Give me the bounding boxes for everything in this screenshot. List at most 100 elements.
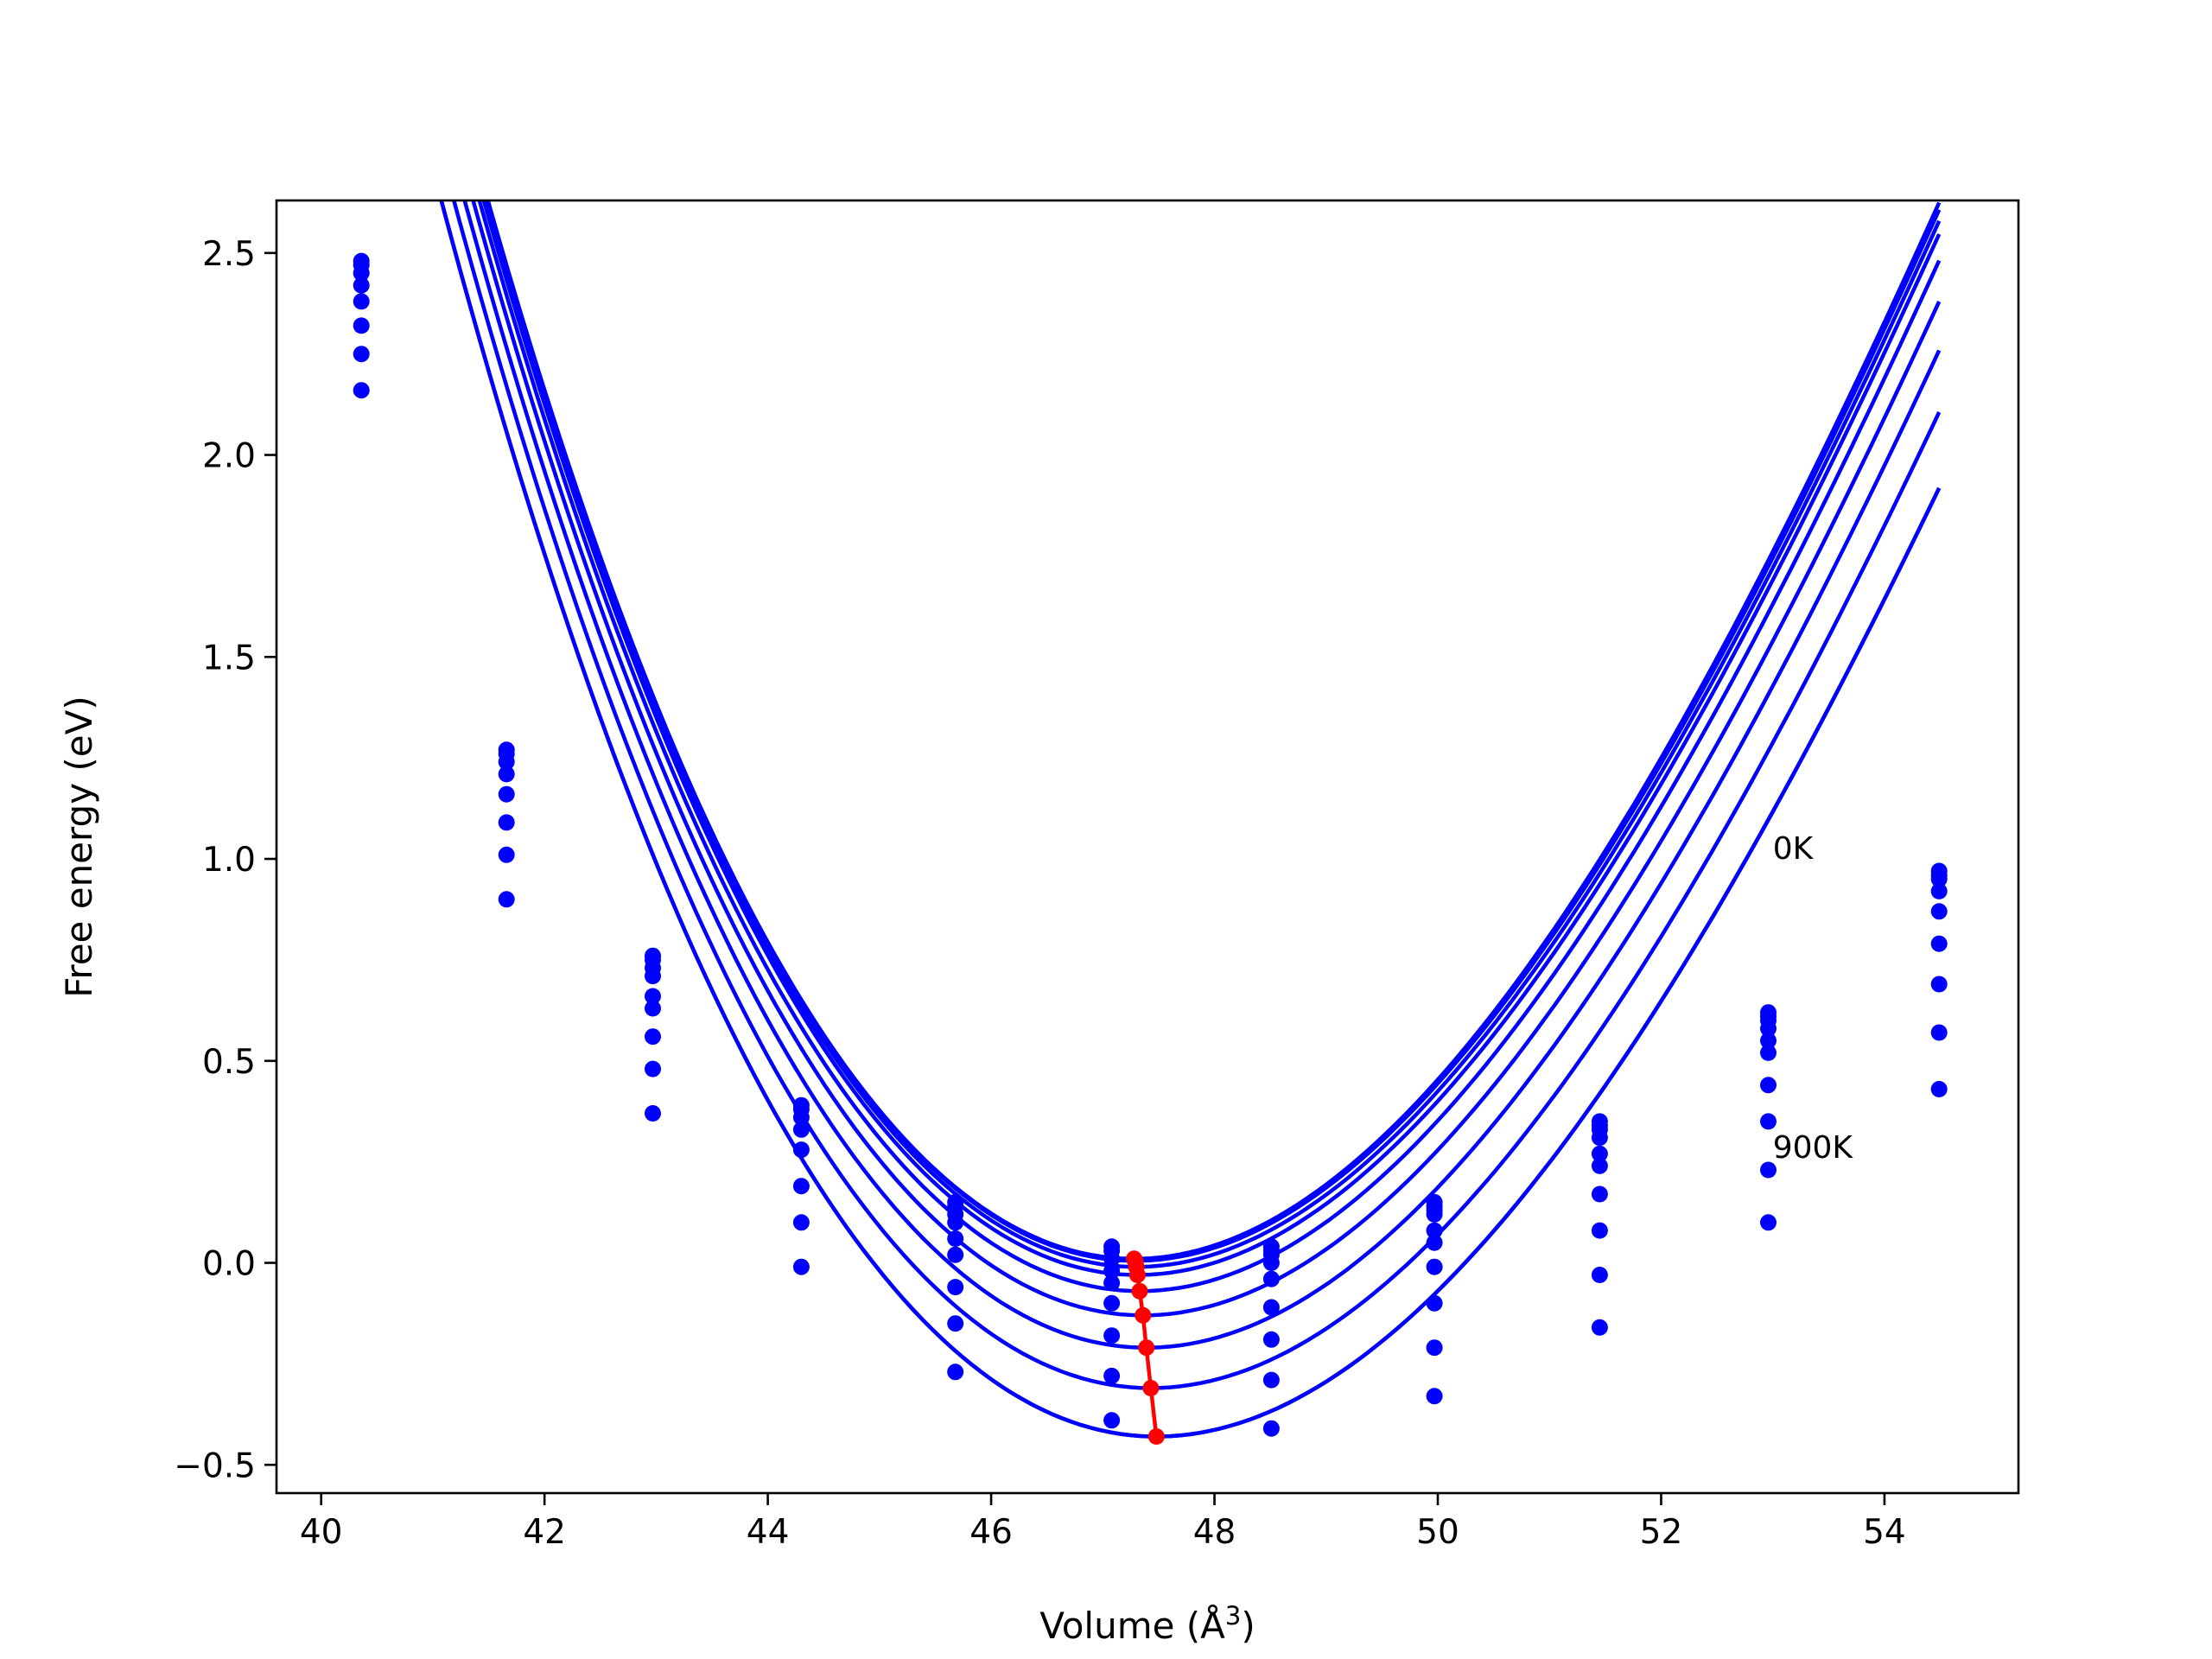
- data-point: [498, 846, 515, 863]
- data-point: [645, 968, 661, 985]
- data-point: [947, 1363, 964, 1381]
- data-point: [1426, 1234, 1443, 1251]
- data-point: [353, 346, 370, 363]
- data-point: [1591, 1129, 1608, 1147]
- x-tick-label: 50: [1416, 1513, 1459, 1552]
- min-path-point: [1131, 1282, 1148, 1300]
- data-point: [645, 988, 661, 1005]
- data-point: [1760, 1020, 1777, 1037]
- data-point: [1930, 976, 1948, 993]
- data-point: [1930, 1024, 1948, 1041]
- data-points: [353, 252, 1948, 1437]
- data-point: [1426, 1222, 1443, 1239]
- x-tick-label: 54: [1863, 1513, 1906, 1552]
- data-point: [353, 276, 370, 294]
- data-point: [1591, 1222, 1608, 1239]
- y-tick-label: 1.5: [202, 639, 256, 677]
- data-point: [1103, 1274, 1121, 1292]
- data-point: [498, 753, 515, 771]
- data-point: [1591, 1267, 1608, 1283]
- min-path-point: [1147, 1428, 1165, 1445]
- data-point: [947, 1214, 964, 1231]
- min-path-point: [1138, 1339, 1155, 1357]
- data-point: [1760, 1077, 1777, 1094]
- data-point: [1760, 1113, 1777, 1130]
- data-point: [1591, 1157, 1608, 1174]
- fit-curve-4: [477, 200, 1942, 1294]
- x-tick-label: 40: [300, 1513, 343, 1552]
- data-point: [1760, 1044, 1777, 1061]
- data-point: [1103, 1262, 1121, 1280]
- plot-frame: [275, 199, 2020, 1495]
- data-point: [947, 1279, 964, 1296]
- x-tick-label: 46: [969, 1513, 1013, 1552]
- x-tick-label: 42: [523, 1513, 566, 1552]
- data-point: [947, 1230, 964, 1247]
- data-point: [1426, 1294, 1443, 1312]
- min-path-point: [1135, 1306, 1152, 1324]
- data-point: [353, 382, 370, 399]
- y-tick-label: 2.0: [202, 437, 256, 476]
- data-point: [947, 1315, 964, 1332]
- data-point: [792, 1178, 810, 1195]
- data-point: [792, 1121, 810, 1138]
- y-tick-label: 0.5: [202, 1043, 256, 1082]
- data-point: [1930, 1081, 1948, 1097]
- data-point: [645, 1060, 661, 1077]
- y-tick-label: −0.5: [174, 1446, 256, 1485]
- minimum-path: [1126, 1250, 1165, 1445]
- data-point: [1930, 903, 1948, 920]
- data-point: [792, 1258, 810, 1275]
- x-tick-label: 48: [1193, 1513, 1236, 1552]
- y-axis-label: Free energy (eV): [58, 696, 100, 998]
- data-point: [1103, 1367, 1121, 1384]
- data-point: [353, 317, 370, 334]
- data-point: [1262, 1270, 1280, 1287]
- data-point: [498, 814, 515, 831]
- fit-curve-2: [484, 200, 1942, 1269]
- data-point: [1103, 1294, 1121, 1312]
- curve-annotations: 0K 900K: [1773, 831, 1854, 1166]
- y-tick-label: 2.5: [202, 235, 256, 274]
- y-tick-label: 0.0: [202, 1245, 256, 1284]
- data-point: [1426, 1205, 1443, 1223]
- data-point: [645, 1000, 661, 1017]
- x-tick-label: 44: [747, 1513, 790, 1552]
- data-point: [1103, 1250, 1121, 1268]
- data-point: [1426, 1258, 1443, 1275]
- data-point: [1262, 1371, 1280, 1389]
- data-point: [1262, 1331, 1280, 1348]
- data-point: [792, 1214, 810, 1231]
- x-axis-ticks: 40 42 44 46 48 50 52 54: [300, 1493, 1906, 1552]
- data-point: [1426, 1339, 1443, 1357]
- curve-annotation: 0K: [1773, 831, 1815, 867]
- data-point: [1262, 1255, 1280, 1271]
- data-point: [1591, 1319, 1608, 1336]
- data-point: [1930, 935, 1948, 952]
- fit-curve-3: [481, 200, 1942, 1277]
- data-point: [1103, 1327, 1121, 1344]
- data-point: [645, 1028, 661, 1046]
- data-point: [792, 1109, 810, 1126]
- data-point: [1262, 1299, 1280, 1316]
- data-point: [1930, 882, 1948, 899]
- x-tick-label: 52: [1640, 1513, 1683, 1552]
- data-point: [645, 1105, 661, 1122]
- data-point: [498, 766, 515, 783]
- data-point: [498, 785, 515, 803]
- data-point: [1426, 1388, 1443, 1405]
- data-point: [1930, 870, 1948, 887]
- data-point: [1591, 1145, 1608, 1162]
- curve-annotation: 900K: [1773, 1130, 1854, 1166]
- data-point: [498, 891, 515, 908]
- data-point: [947, 1246, 964, 1263]
- data-point: [353, 264, 370, 282]
- data-point: [1262, 1420, 1280, 1437]
- data-point: [353, 293, 370, 310]
- y-tick-label: 1.0: [202, 841, 256, 880]
- data-point: [1591, 1185, 1608, 1203]
- data-point: [1760, 1032, 1777, 1049]
- data-point: [1103, 1412, 1121, 1429]
